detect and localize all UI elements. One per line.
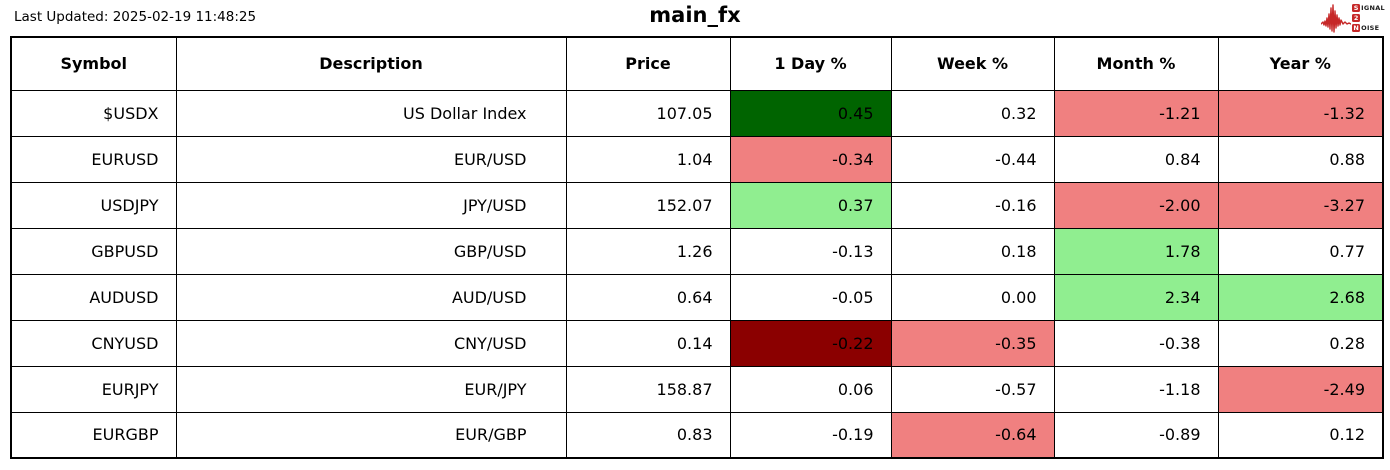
symbol-cell: EURJPY bbox=[10, 365, 177, 413]
table-row: USDJPY JPY/USD 152.07 0.37 -0.16 -2.00 -3.27 bbox=[10, 181, 1384, 229]
column-header: Week % bbox=[890, 36, 1055, 91]
table-row: $USDX US Dollar Index 107.05 0.45 0.32 -1.21-… bbox=[10, 89, 1384, 137]
week-pct-cell: 0.00 bbox=[890, 273, 1055, 321]
description-cell: JPY/USD bbox=[175, 181, 567, 229]
logo-line-noise: N OISE bbox=[1352, 24, 1385, 33]
column-header: Price bbox=[565, 36, 731, 91]
description-cell: EUR/JPY bbox=[175, 365, 567, 413]
page-title: main_fx bbox=[649, 3, 741, 27]
logo-line-2: 2 bbox=[1352, 14, 1385, 23]
description-cell: EUR/USD bbox=[175, 135, 567, 183]
table-row: CNYUSD CNY/USD 0.14 -0.22 -0.35 -0.38 0.28 bbox=[10, 319, 1384, 367]
day-pct-cell: -0.19 bbox=[729, 411, 892, 459]
symbol-cell: USDJPY bbox=[10, 181, 177, 229]
week-pct-cell: -0.35 bbox=[890, 319, 1055, 367]
month-pct-cell: -1.18 bbox=[1053, 365, 1219, 413]
symbol-cell: AUDUSD bbox=[10, 273, 177, 321]
column-header: Year % bbox=[1217, 36, 1384, 91]
price-cell: 158.87 bbox=[565, 365, 731, 413]
year-pct-cell: -2.49 bbox=[1217, 365, 1384, 413]
week-pct-cell: 0.32 bbox=[890, 89, 1055, 137]
description-cell: EUR/GBP bbox=[175, 411, 567, 459]
signal2noise-logo: S IGNAL 2 N OISE bbox=[1321, 2, 1385, 34]
column-header: 1 Day % bbox=[729, 36, 892, 91]
week-pct-cell: -0.64 bbox=[890, 411, 1055, 459]
logo-letter-2: 2 bbox=[1352, 13, 1361, 22]
table-row: EURJPY EUR/JPY 158.87 0.06 -0.57 -1.18 -2.49 bbox=[10, 365, 1384, 413]
price-cell: 1.04 bbox=[565, 135, 731, 183]
symbol-cell: $USDX bbox=[10, 89, 177, 137]
year-pct-cell: -3.27 bbox=[1217, 181, 1384, 229]
day-pct-cell: -0.05 bbox=[729, 273, 892, 321]
price-cell: 1.26 bbox=[565, 227, 731, 275]
week-pct-cell: -0.16 bbox=[890, 181, 1055, 229]
day-pct-cell: 0.45 bbox=[729, 89, 892, 137]
column-header: Month % bbox=[1053, 36, 1219, 91]
logo-noise-rest: OISE bbox=[1361, 23, 1380, 32]
table-row: GBPUSD GBP/USD 1.26 -0.13 0.18 1.78 0.77 bbox=[10, 227, 1384, 275]
description-cell: US Dollar Index bbox=[175, 89, 567, 137]
symbol-cell: CNYUSD bbox=[10, 319, 177, 367]
table-header-row: Symbol Description Price 1 Day % Week % Month… bbox=[10, 36, 1384, 91]
last-updated-timestamp: Last Updated: 2025-02-19 11:48:25 bbox=[14, 9, 257, 25]
year-pct-cell: 0.88 bbox=[1217, 135, 1384, 183]
logo-line-signal: S IGNAL bbox=[1352, 4, 1385, 13]
year-pct-cell: 0.77 bbox=[1217, 227, 1384, 275]
month-pct-cell: 2.34 bbox=[1053, 273, 1219, 321]
price-cell: 0.14 bbox=[565, 319, 731, 367]
month-pct-cell: -2.00 bbox=[1053, 181, 1219, 229]
column-header: Symbol bbox=[10, 36, 177, 91]
year-pct-cell: 0.28 bbox=[1217, 319, 1384, 367]
description-cell: CNY/USD bbox=[175, 319, 567, 367]
description-cell: GBP/USD bbox=[175, 227, 567, 275]
column-header: Description bbox=[175, 36, 567, 91]
logo-letter-s: S bbox=[1352, 3, 1361, 12]
week-pct-cell: -0.57 bbox=[890, 365, 1055, 413]
price-cell: 152.07 bbox=[565, 181, 731, 229]
table-row: EURUSD EUR/USD 1.04 -0.34 -0.44 0.84 0.88 bbox=[10, 135, 1384, 183]
month-pct-cell: -0.89 bbox=[1053, 411, 1219, 459]
logo-signal-rest: IGNAL bbox=[1361, 3, 1385, 12]
month-pct-cell: 0.84 bbox=[1053, 135, 1219, 183]
year-pct-cell: 2.68 bbox=[1217, 273, 1384, 321]
day-pct-cell: 0.37 bbox=[729, 181, 892, 229]
symbol-cell: EURUSD bbox=[10, 135, 177, 183]
price-cell: 0.64 bbox=[565, 273, 731, 321]
price-cell: 107.05 bbox=[565, 89, 731, 137]
price-cell: 0.83 bbox=[565, 411, 731, 459]
year-pct-cell: -1.32 bbox=[1217, 89, 1384, 137]
fx-table: Symbol Description Price 1 Day % Week % Month… bbox=[10, 36, 1384, 459]
month-pct-cell: -1.21 bbox=[1053, 89, 1219, 137]
month-pct-cell: 1.78 bbox=[1053, 227, 1219, 275]
day-pct-cell: -0.22 bbox=[729, 319, 892, 367]
symbol-cell: GBPUSD bbox=[10, 227, 177, 275]
table-row: AUDUSD AUD/USD 0.64 -0.05 0.00 2.34 2.68 bbox=[10, 273, 1384, 321]
week-pct-cell: 0.18 bbox=[890, 227, 1055, 275]
day-pct-cell: 0.06 bbox=[729, 365, 892, 413]
description-cell: AUD/USD bbox=[175, 273, 567, 321]
table-row: EURGBP EUR/GBP 0.83 -0.19 -0.64 -0.89 0.12 bbox=[10, 411, 1384, 459]
waveform-icon bbox=[1321, 4, 1352, 33]
year-pct-cell: 0.12 bbox=[1217, 411, 1384, 459]
week-pct-cell: -0.44 bbox=[890, 135, 1055, 183]
day-pct-cell: -0.34 bbox=[729, 135, 892, 183]
logo-text: S IGNAL 2 N OISE bbox=[1352, 4, 1385, 33]
logo-letter-n: N bbox=[1352, 23, 1361, 32]
symbol-cell: EURGBP bbox=[10, 411, 177, 459]
day-pct-cell: -0.13 bbox=[729, 227, 892, 275]
month-pct-cell: -0.38 bbox=[1053, 319, 1219, 367]
